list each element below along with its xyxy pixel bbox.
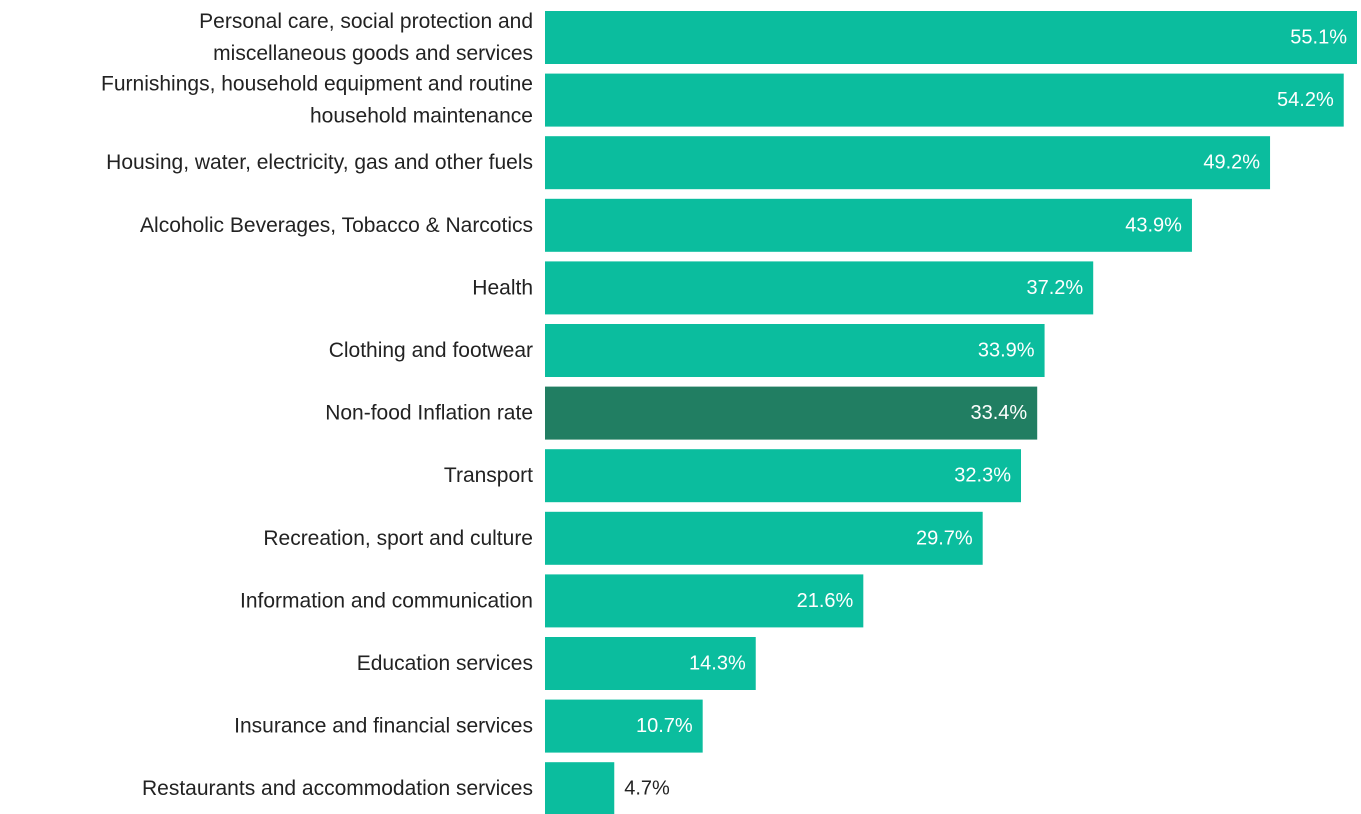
category-label: Non-food Inflation rate <box>325 402 533 425</box>
category-label: Recreation, sport and culture <box>263 527 533 550</box>
value-label: 55.1% <box>1290 27 1347 49</box>
value-label: 29.7% <box>916 527 973 549</box>
category-label: Furnishings, household equipment and rou… <box>101 73 533 128</box>
value-label: 21.6% <box>797 590 854 612</box>
value-labels-group: 55.1% 54.2% 49.2% 43.9% 37.2% 33.9% 33.4% 32.3%… <box>624 27 1347 800</box>
category-label: Restaurants and accommodation services <box>142 777 533 800</box>
category-label: Alcoholic Beverages, Tobacco & Narcotics <box>140 214 533 237</box>
bars-group <box>545 11 1357 814</box>
category-label: Information and communication <box>240 589 533 612</box>
value-label: 4.7% <box>624 778 670 800</box>
value-label: 32.3% <box>954 465 1011 487</box>
category-label: Education services <box>357 652 533 675</box>
bar <box>545 511 983 565</box>
value-label: 37.2% <box>1026 277 1083 299</box>
value-label: 33.9% <box>978 340 1035 362</box>
category-labels-group: Personal care, social protection and misc… <box>101 10 533 800</box>
bar <box>545 637 756 690</box>
bar <box>545 261 1094 315</box>
bar <box>545 699 703 753</box>
category-label: Clothing and footwear <box>329 339 533 362</box>
bar <box>545 449 1021 503</box>
bar <box>545 198 1192 252</box>
category-label: Insurance and financial services <box>234 715 533 738</box>
value-label: 14.3% <box>689 653 746 675</box>
category-label: Personal care, social protection and misc… <box>199 10 533 65</box>
value-label: 43.9% <box>1125 214 1182 236</box>
bar <box>545 136 1271 190</box>
category-label: Transport <box>444 464 533 487</box>
value-label: 10.7% <box>636 715 693 737</box>
bar <box>545 574 864 628</box>
bar <box>545 386 1038 440</box>
bar <box>545 324 1045 377</box>
bar <box>545 73 1344 127</box>
value-label: 33.4% <box>970 402 1027 424</box>
category-label: Health <box>472 276 533 299</box>
value-label: 49.2% <box>1203 152 1260 174</box>
category-label: Housing, water, electricity, gas and oth… <box>106 151 533 174</box>
value-label: 54.2% <box>1277 89 1334 111</box>
bar <box>545 762 615 814</box>
bar <box>545 11 1357 64</box>
